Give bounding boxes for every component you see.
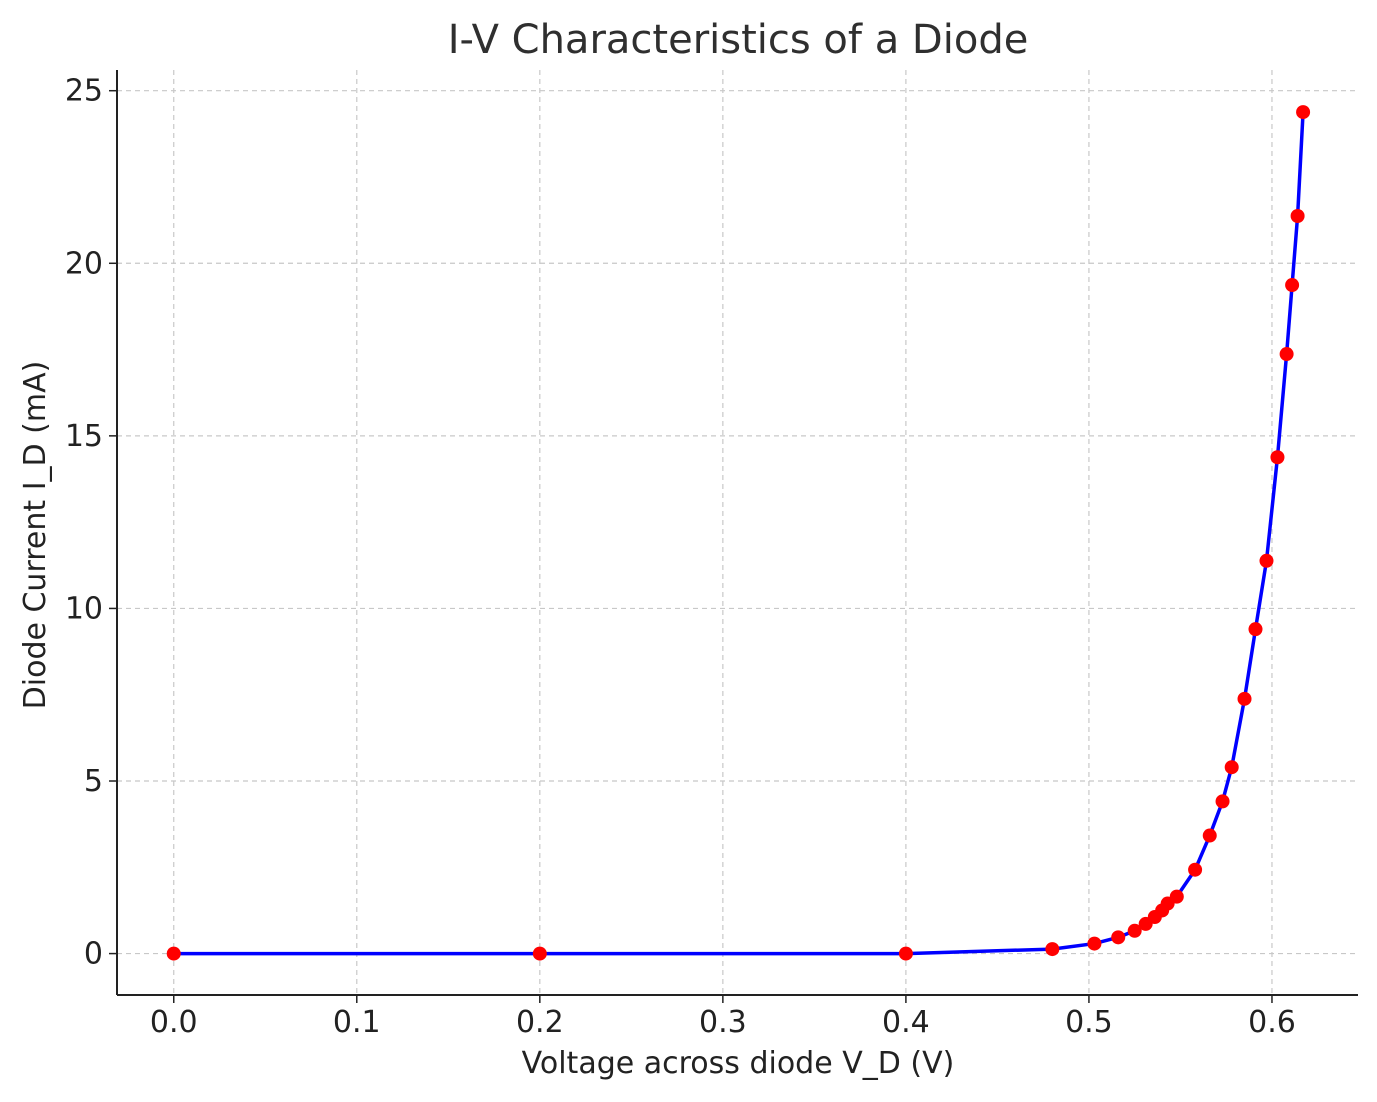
axis-layer: 0.0 0.1 0.2 0.3 0.4 0.5 0.6 0 5 10 15 20 25 [65, 70, 1358, 1040]
series-point-0-21 [1285, 278, 1300, 293]
series-point-0-5 [1111, 930, 1126, 945]
plot-layer [166, 105, 1311, 961]
series-point-0-0 [166, 946, 181, 961]
y-axis-label: Diode Current I_D (mA) [18, 361, 53, 710]
y-tick-label-1: 5 [84, 764, 103, 799]
series-point-0-15 [1224, 760, 1239, 775]
y-tick-label-3: 15 [65, 419, 103, 454]
y-tick-label-4: 20 [65, 246, 103, 281]
series-point-0-6 [1127, 923, 1142, 938]
series-point-0-18 [1259, 553, 1274, 568]
y-tick-label-2: 10 [65, 591, 103, 626]
series-point-0-23 [1296, 105, 1311, 120]
series-point-0-2 [898, 946, 913, 961]
x-tick-label-1: 0.1 [333, 1005, 381, 1040]
series-point-0-13 [1202, 828, 1217, 843]
series-point-0-22 [1290, 208, 1305, 223]
x-tick-label-0: 0.0 [150, 1005, 198, 1040]
grid-layer [117, 70, 1358, 995]
series-point-0-17 [1248, 622, 1263, 637]
series-line-0 [171, 110, 1305, 956]
series-point-0-4 [1087, 936, 1102, 951]
series-point-0-1 [532, 946, 547, 961]
series-point-0-20 [1279, 347, 1294, 362]
x-tick-label-4: 0.4 [882, 1005, 930, 1040]
y-tick-label-5: 25 [65, 74, 103, 109]
x-axis-label: Voltage across diode V_D (V) [522, 1046, 955, 1081]
series-point-0-19 [1270, 450, 1285, 465]
x-tick-label-6: 0.6 [1248, 1005, 1296, 1040]
series-point-0-14 [1215, 794, 1230, 809]
x-tick-label-2: 0.2 [516, 1005, 564, 1040]
y-tick-label-0: 0 [84, 937, 103, 972]
x-tick-label-5: 0.5 [1065, 1005, 1113, 1040]
series-point-0-12 [1188, 862, 1203, 877]
x-tick-label-3: 0.3 [699, 1005, 747, 1040]
series-point-0-16 [1237, 691, 1252, 706]
chart-title: I-V Characteristics of a Diode [448, 17, 1029, 63]
series-point-0-3 [1045, 942, 1060, 957]
series-point-0-11 [1169, 889, 1184, 904]
